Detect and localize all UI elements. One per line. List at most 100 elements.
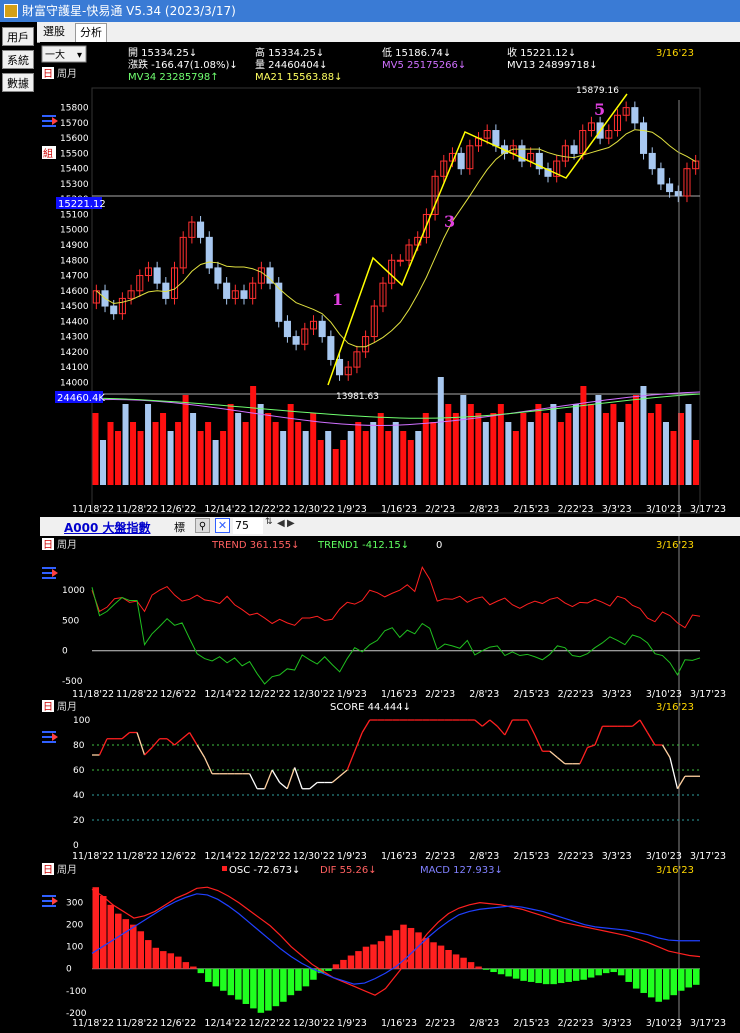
arrow-left-icon[interactable]: ◀ <box>277 518 285 529</box>
trend-panel: 1000 500 0 -500 11/18'22 11/28'22 12/6'22 12/14… <box>62 566 726 700</box>
wave-label-3: 3 <box>444 212 455 231</box>
date-axis-label: 12/14'22 <box>204 689 246 700</box>
score-segment <box>166 738 175 746</box>
candle-body <box>579 130 587 154</box>
score-segment <box>669 757 679 789</box>
score-segment <box>339 769 348 777</box>
volume-bar <box>332 449 339 485</box>
price-axis-label: 15300 <box>60 180 89 190</box>
day-tag[interactable] <box>42 700 54 712</box>
candle-body <box>309 320 318 330</box>
osc-bar <box>325 968 332 971</box>
volume-bar <box>490 413 497 485</box>
symbol-link[interactable]: A000 大盤指數 <box>64 521 151 535</box>
score-segment <box>309 782 318 790</box>
osc-bar <box>475 966 482 969</box>
open-value: 開 15334.25↓ <box>128 47 197 59</box>
volume-bar <box>347 431 354 485</box>
window-title: 財富守護星-快易通 V5.34 (2023/3/17) <box>22 4 236 18</box>
osc-bar <box>115 913 122 969</box>
volume-bar <box>317 440 324 485</box>
dif-line <box>91 886 701 996</box>
macd-axis-label: 200 <box>66 921 83 931</box>
user-button[interactable]: 用戶 <box>2 27 34 46</box>
day-tag[interactable] <box>42 67 54 79</box>
candle-body <box>223 282 231 299</box>
arrow-right-icon[interactable]: ▶ <box>287 518 295 529</box>
osc-bar <box>280 968 287 1002</box>
volume-bar <box>235 413 242 485</box>
data-button[interactable]: 數據 <box>2 73 34 92</box>
wave-label-1: 1 <box>332 290 343 309</box>
period-select[interactable]: 一大 <box>45 48 65 61</box>
price-axis-label: 15500 <box>60 149 89 159</box>
candle-body <box>170 267 179 299</box>
date-axis-label: 1/9'23 <box>337 504 367 515</box>
volume-bar <box>467 404 474 485</box>
price-axis-label: 15700 <box>60 119 89 129</box>
osc-bar <box>295 968 302 991</box>
date-axis-label: 2/15'23 <box>513 1018 549 1029</box>
candle-body <box>535 152 543 170</box>
date-axis-label: 2/2'23 <box>425 1018 455 1029</box>
mv34-value: MV34 23285798↑ <box>128 72 219 83</box>
spin-up-down-icon[interactable]: ⇅ <box>265 517 273 527</box>
volume-bar <box>257 404 264 485</box>
osc-bar <box>625 968 632 982</box>
candle-body <box>197 221 205 238</box>
wave-label-5: 5 <box>594 100 605 119</box>
volume-bar <box>122 404 129 485</box>
candle-body <box>127 290 135 299</box>
date-axis-label: 11/18'22 <box>72 689 114 700</box>
list-icon[interactable] <box>42 731 58 743</box>
price-axis-label: 15800 <box>60 104 89 114</box>
osc-bar <box>670 968 677 996</box>
magnifier-icon[interactable]: ⚲ <box>195 518 210 533</box>
day-tag[interactable] <box>42 863 54 875</box>
price-axis-label: 14500 <box>60 302 89 312</box>
system-button[interactable]: 系統 <box>2 50 34 69</box>
candle-body <box>605 130 613 139</box>
list-icon[interactable] <box>42 895 58 907</box>
volume-bar <box>385 431 392 485</box>
day-tag[interactable] <box>42 538 54 550</box>
day-tag-label: 日 <box>43 702 53 713</box>
list-icon[interactable] <box>42 567 58 579</box>
price-axis-label: 14400 <box>60 317 89 327</box>
osc-bar <box>527 968 535 982</box>
high-note: 15879.16 <box>576 86 619 96</box>
volume-bar <box>520 413 527 485</box>
date-axis-label: 12/14'22 <box>204 504 246 515</box>
date-axis-label: 2/8'23 <box>469 851 499 862</box>
candle-body <box>666 183 674 193</box>
title-bar: 財富守護星-快易通 V5.34 (2023/3/17) <box>0 0 740 22</box>
date-axis-label: 3/10'23 <box>646 504 682 515</box>
trend-line <box>91 566 701 629</box>
volume-bar <box>610 404 617 485</box>
score-segment <box>587 744 596 749</box>
osc-bar <box>602 968 610 974</box>
chevron-down-icon[interactable]: ▾ <box>77 50 82 61</box>
volume-bar <box>272 422 279 485</box>
date-axis-label: 11/28'22 <box>116 851 158 862</box>
close-box-icon[interactable]: ✕ <box>215 518 230 533</box>
score-segment <box>271 769 281 783</box>
tab-screener[interactable]: 選股 <box>43 25 65 38</box>
osc-bar <box>130 924 137 969</box>
osc-bar <box>340 959 347 969</box>
date-axis-label: 3/10'23 <box>646 689 682 700</box>
candle-body <box>527 152 535 162</box>
score-segment <box>136 732 146 756</box>
score-segment <box>526 719 536 736</box>
candle-body <box>657 168 665 185</box>
list-icon[interactable] <box>42 115 58 127</box>
score-segment <box>639 719 649 733</box>
osc-bar <box>257 968 265 1013</box>
zoom-input[interactable]: 75 <box>233 518 263 534</box>
group-tag[interactable] <box>42 146 56 159</box>
osc-bar <box>392 930 400 969</box>
score-segment <box>264 769 273 789</box>
mv13-value: MV13 24899718↓ <box>507 60 598 71</box>
tab-analysis[interactable]: 分析 <box>75 23 107 42</box>
